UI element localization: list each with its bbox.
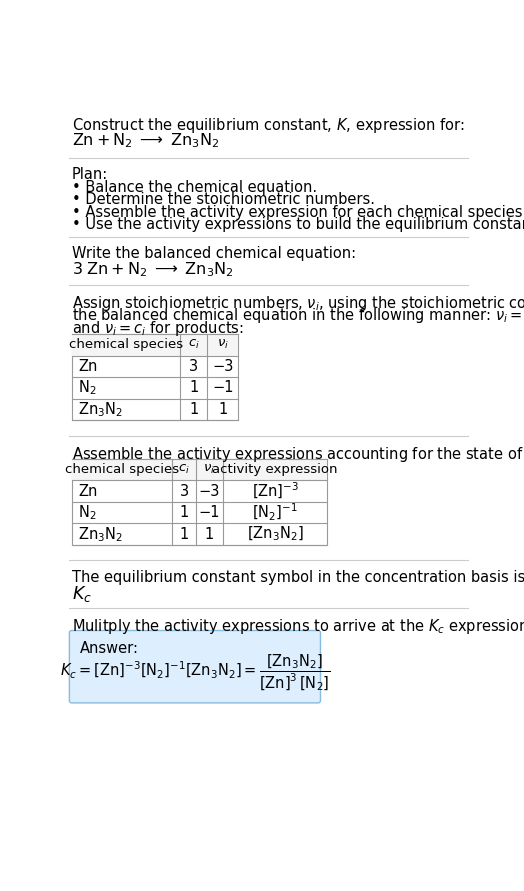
- Text: • Determine the stoichiometric numbers.: • Determine the stoichiometric numbers.: [72, 192, 375, 208]
- Text: chemical species: chemical species: [65, 463, 179, 476]
- Text: $c_i$: $c_i$: [188, 339, 200, 351]
- Text: $\mathrm{Zn_3N_2}$: $\mathrm{Zn_3N_2}$: [78, 400, 123, 419]
- Text: 3: 3: [189, 359, 198, 374]
- Text: Write the balanced chemical equation:: Write the balanced chemical equation:: [72, 246, 356, 261]
- Text: • Balance the chemical equation.: • Balance the chemical equation.: [72, 180, 317, 195]
- Text: the balanced chemical equation in the following manner: $\nu_i = -c_i$ for react: the balanced chemical equation in the fo…: [72, 307, 524, 325]
- Text: Zn: Zn: [78, 359, 97, 374]
- Text: $\mathrm{N_2}$: $\mathrm{N_2}$: [78, 379, 96, 397]
- Text: Answer:: Answer:: [80, 641, 138, 656]
- Text: $\mathrm{N_2}$: $\mathrm{N_2}$: [78, 503, 96, 522]
- Text: Assign stoichiometric numbers, $\nu_i$, using the stoichiometric coefficients, $: Assign stoichiometric numbers, $\nu_i$, …: [72, 294, 524, 313]
- Text: −3: −3: [199, 484, 220, 499]
- Text: $\mathrm{Zn} + \mathrm{N_2} \;\longrightarrow\; \mathrm{Zn_3N_2}$: $\mathrm{Zn} + \mathrm{N_2} \;\longright…: [72, 132, 219, 151]
- Text: $[\mathrm{Zn}]^{-3}$: $[\mathrm{Zn}]^{-3}$: [252, 481, 299, 502]
- Text: chemical species: chemical species: [69, 339, 183, 351]
- FancyBboxPatch shape: [69, 631, 321, 703]
- Text: $K_c$: $K_c$: [72, 584, 92, 603]
- Text: 1: 1: [189, 402, 199, 417]
- Text: • Assemble the activity expression for each chemical species.: • Assemble the activity expression for e…: [72, 205, 524, 220]
- Text: Zn: Zn: [78, 484, 97, 499]
- Text: The equilibrium constant symbol in the concentration basis is:: The equilibrium constant symbol in the c…: [72, 569, 524, 584]
- Text: −1: −1: [199, 505, 220, 520]
- Text: $[\mathrm{Zn_3N_2}]$: $[\mathrm{Zn_3N_2}]$: [247, 525, 303, 544]
- Bar: [72, 459, 328, 480]
- Text: Mulitply the activity expressions to arrive at the $K_c$ expression:: Mulitply the activity expressions to arr…: [72, 617, 524, 636]
- Text: activity expression: activity expression: [212, 463, 338, 476]
- Text: Assemble the activity expressions accounting for the state of matter and $\nu_i$: Assemble the activity expressions accoun…: [72, 445, 524, 464]
- Bar: [72, 334, 238, 421]
- Text: Construct the equilibrium constant, $K$, expression for:: Construct the equilibrium constant, $K$,…: [72, 116, 464, 135]
- Text: $\mathrm{Zn_3N_2}$: $\mathrm{Zn_3N_2}$: [78, 525, 123, 544]
- Bar: [72, 459, 328, 545]
- Text: 1: 1: [189, 380, 199, 396]
- Text: Plan:: Plan:: [72, 167, 108, 182]
- Text: $\nu_i$: $\nu_i$: [217, 339, 229, 351]
- Bar: [72, 334, 238, 356]
- Text: 3: 3: [180, 484, 189, 499]
- Text: 1: 1: [179, 527, 189, 542]
- Text: 1: 1: [179, 505, 189, 520]
- Text: $c_i$: $c_i$: [178, 463, 190, 476]
- Text: $K_c = [\mathrm{Zn}]^{-3}[\mathrm{N_2}]^{-1}[\mathrm{Zn_3N_2}] = \dfrac{[\mathrm: $K_c = [\mathrm{Zn}]^{-3}[\mathrm{N_2}]^…: [60, 652, 330, 693]
- Text: and $\nu_i = c_i$ for products:: and $\nu_i = c_i$ for products:: [72, 319, 244, 338]
- Text: • Use the activity expressions to build the equilibrium constant expression.: • Use the activity expressions to build …: [72, 217, 524, 232]
- Text: 1: 1: [218, 402, 227, 417]
- Text: $[\mathrm{N_2}]^{-1}$: $[\mathrm{N_2}]^{-1}$: [252, 503, 298, 523]
- Text: $3\;\mathrm{Zn} + \mathrm{N_2} \;\longrightarrow\; \mathrm{Zn_3N_2}$: $3\;\mathrm{Zn} + \mathrm{N_2} \;\longri…: [72, 260, 233, 279]
- Text: $\nu_i$: $\nu_i$: [203, 463, 215, 476]
- Text: −1: −1: [212, 380, 234, 396]
- Text: 1: 1: [205, 527, 214, 542]
- Text: −3: −3: [212, 359, 234, 374]
